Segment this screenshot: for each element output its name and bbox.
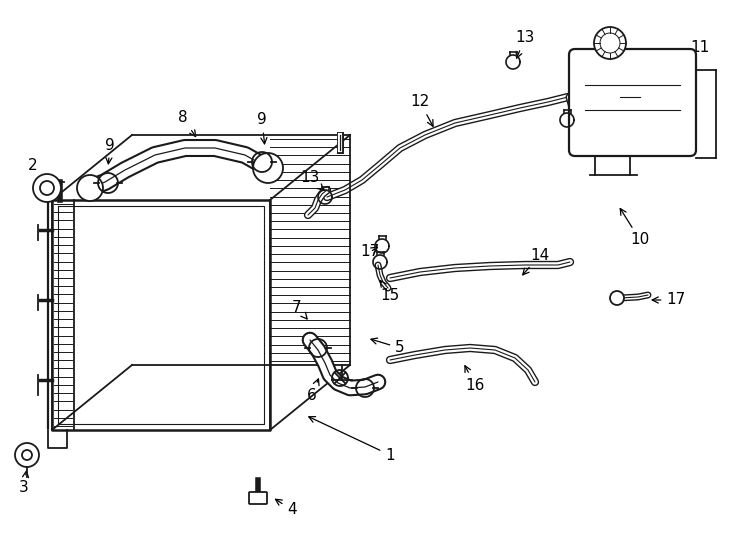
Circle shape bbox=[610, 291, 624, 305]
Text: 15: 15 bbox=[380, 280, 399, 302]
Text: 16: 16 bbox=[465, 366, 484, 393]
Text: 9: 9 bbox=[257, 112, 267, 144]
FancyBboxPatch shape bbox=[569, 49, 696, 156]
Text: 7: 7 bbox=[292, 300, 307, 319]
Text: 9: 9 bbox=[105, 138, 115, 164]
Circle shape bbox=[40, 181, 54, 195]
Text: 13: 13 bbox=[515, 30, 534, 58]
Circle shape bbox=[600, 33, 620, 53]
Text: 2: 2 bbox=[28, 158, 46, 191]
Circle shape bbox=[253, 153, 283, 183]
Circle shape bbox=[15, 443, 39, 467]
Text: 17: 17 bbox=[653, 293, 686, 307]
Text: 6: 6 bbox=[307, 379, 319, 402]
Circle shape bbox=[22, 450, 32, 460]
FancyBboxPatch shape bbox=[249, 492, 267, 504]
Circle shape bbox=[594, 27, 626, 59]
Circle shape bbox=[77, 175, 103, 201]
Text: 3: 3 bbox=[19, 471, 29, 496]
Text: 12: 12 bbox=[410, 94, 433, 126]
Text: 8: 8 bbox=[178, 111, 196, 137]
Text: 13: 13 bbox=[300, 171, 324, 191]
Text: 17: 17 bbox=[360, 245, 379, 260]
Text: 15: 15 bbox=[571, 103, 592, 123]
Circle shape bbox=[33, 174, 61, 202]
Text: 14: 14 bbox=[523, 247, 550, 275]
Text: 11: 11 bbox=[672, 40, 710, 56]
Text: 5: 5 bbox=[371, 338, 405, 355]
Text: 10: 10 bbox=[620, 208, 650, 247]
Text: 4: 4 bbox=[275, 500, 297, 517]
Text: 1: 1 bbox=[309, 417, 395, 462]
